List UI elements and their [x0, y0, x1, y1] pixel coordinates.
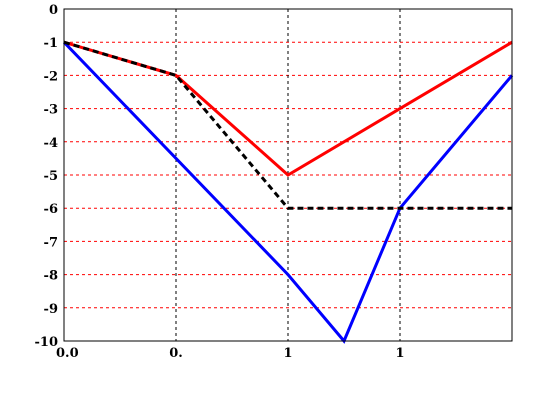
- x-axis-ticks: 0.0 0. 1 1: [56, 346, 405, 361]
- y-tick-label: -7: [44, 235, 58, 250]
- plot-frame: [63, 8, 513, 342]
- y-tick-label: -8: [44, 269, 58, 284]
- y-tick-label: -9: [44, 302, 58, 317]
- y-axis-ticks: 0 -1 -2 -3 -4 -5 -6 -7 -8 -9 -10: [35, 3, 59, 350]
- y-tick-label: -4: [44, 136, 58, 151]
- black-dotted-series-line: [63, 40, 512, 210]
- x-tick-label: 1: [395, 346, 404, 361]
- y-tick-label: -5: [44, 169, 58, 184]
- red-series-line: [63, 40, 513, 177]
- x-tick-label: 1: [283, 346, 292, 361]
- y-tick-label: -1: [44, 36, 58, 51]
- y-tick-label: -10: [35, 335, 59, 350]
- x-tick-label: 0.: [169, 346, 183, 361]
- y-tick-label: -2: [44, 69, 58, 84]
- x-tick-label: 0.0: [56, 346, 79, 361]
- y-tick-label: -3: [44, 103, 58, 118]
- y-tick-label: -6: [44, 202, 58, 217]
- y-tick-label: 0: [49, 3, 58, 18]
